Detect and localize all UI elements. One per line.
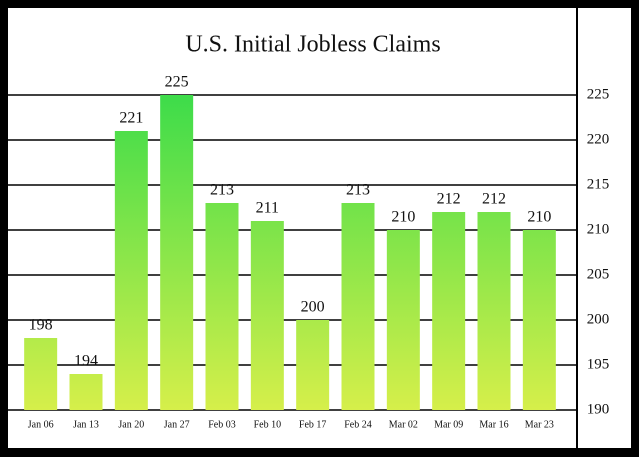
y-tick-label: 200	[587, 311, 610, 327]
x-tick-label: Mar 02	[389, 419, 418, 430]
bar	[522, 230, 556, 410]
bar	[432, 212, 466, 410]
x-tick-label: Feb 10	[254, 419, 282, 430]
y-tick-label: 195	[587, 356, 610, 372]
value-label: 213	[210, 182, 234, 199]
x-tick-label: Mar 23	[525, 419, 554, 430]
value-label: 212	[437, 191, 461, 208]
x-tick-label: Mar 09	[434, 419, 463, 430]
bar	[386, 230, 420, 410]
x-tick-label: Jan 20	[118, 419, 144, 430]
value-label: 212	[482, 191, 506, 208]
value-label: 210	[391, 209, 415, 226]
bar	[24, 338, 58, 410]
x-tick-label: Jan 13	[73, 419, 99, 430]
x-tick-label: Feb 17	[299, 419, 327, 430]
value-label: 198	[29, 317, 53, 334]
y-tick-label: 220	[587, 131, 610, 147]
bar	[296, 320, 330, 410]
bar	[250, 221, 284, 410]
bar	[69, 374, 103, 410]
bar	[477, 212, 511, 410]
y-tick-label: 210	[587, 221, 610, 237]
value-label: 194	[74, 353, 98, 370]
x-tick-label: Mar 16	[479, 419, 508, 430]
x-tick-label: Feb 24	[344, 419, 372, 430]
value-label: 221	[119, 110, 143, 127]
x-tick-label: Feb 03	[208, 419, 236, 430]
bar	[341, 203, 375, 410]
x-tick-label: Jan 27	[164, 419, 190, 430]
value-label: 213	[346, 182, 370, 199]
value-label: 210	[527, 209, 551, 226]
bar	[205, 203, 239, 410]
y-tick-label: 205	[587, 266, 610, 282]
bar	[160, 95, 194, 410]
chart-title: U.S. Initial Jobless Claims	[185, 32, 440, 58]
y-tick-label: 190	[587, 401, 610, 417]
y-tick-label: 215	[587, 176, 610, 192]
x-tick-label: Jan 06	[28, 419, 54, 430]
bar	[114, 131, 148, 410]
value-label: 200	[301, 299, 325, 316]
y-tick-label: 225	[587, 86, 610, 102]
value-label: 225	[165, 74, 189, 91]
value-label: 211	[256, 200, 279, 217]
